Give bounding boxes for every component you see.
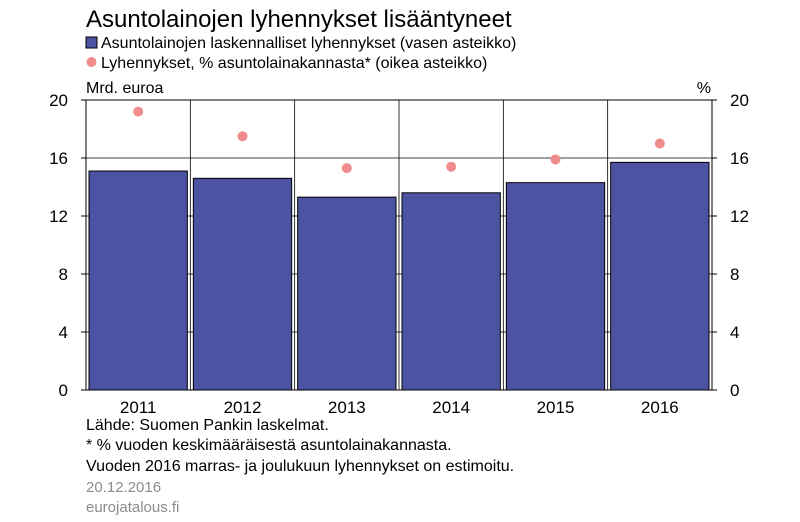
estimate-note: Vuoden 2016 marras- ja joulukuun lyhenny…: [86, 458, 514, 475]
right-tick-label: 16: [730, 149, 749, 168]
legend-bar-label: Asuntolainojen laskennalliset lyhennykse…: [101, 35, 516, 52]
legend-dot-swatch: [86, 57, 97, 67]
left-axis-ticks: 0 4 8 12 16 20: [49, 91, 86, 400]
bar-2015: [505, 182, 606, 391]
x-label-2015: 2015: [537, 398, 575, 417]
bar-2011: [88, 170, 188, 391]
left-tick-label: 4: [59, 323, 68, 342]
right-tick-label: 8: [730, 265, 739, 284]
x-label-2016: 2016: [641, 398, 679, 417]
dot-2016: [654, 138, 665, 149]
legend-dot-label: Lyhennykset, % asuntolainakannasta* (oik…: [101, 55, 487, 72]
bar-2016: [610, 161, 710, 391]
site-name: eurojatalous.fi: [86, 499, 179, 516]
grid: [86, 100, 712, 390]
right-axis-ticks: 0 4 8 12 16 20: [712, 91, 749, 400]
right-tick-label: 20: [730, 91, 749, 110]
right-tick-label: 0: [730, 381, 739, 400]
x-label-2014: 2014: [432, 398, 470, 417]
right-tick-label: 12: [730, 207, 749, 226]
x-label-2011: 2011: [120, 398, 157, 417]
chart-title: Asuntolainojen lyhennykset lisääntyneet: [86, 6, 512, 33]
left-axis-unit: Mrd. euroa: [86, 80, 163, 97]
x-label-2012: 2012: [224, 398, 262, 417]
left-tick-label: 20: [49, 91, 68, 110]
x-label-2013: 2013: [328, 398, 366, 417]
x-axis-labels: 2011 2012 2013 2014 2015 2016: [120, 398, 679, 417]
bar-2013: [297, 196, 397, 391]
right-tick-label: 4: [730, 323, 739, 342]
right-axis-unit: %: [697, 80, 711, 97]
bars: [88, 161, 710, 391]
dot-2014: [446, 161, 457, 172]
left-tick-label: 8: [59, 265, 68, 284]
bar-2012: [192, 177, 293, 391]
dot-2011: [133, 106, 144, 117]
source-note: Lähde: Suomen Pankin laskelmat.: [86, 417, 329, 434]
dots: [133, 106, 665, 174]
bar-2014: [401, 192, 501, 391]
footnote: * % vuoden keskimääräisestä asuntolainak…: [86, 437, 452, 454]
plot-frame: [85, 99, 713, 391]
dot-2015: [550, 154, 561, 165]
left-tick-label: 0: [59, 381, 68, 400]
dot-2012: [237, 131, 248, 142]
publish-date: 20.12.2016: [86, 479, 161, 496]
left-tick-label: 12: [49, 207, 68, 226]
left-tick-label: 16: [49, 149, 68, 168]
legend-bar-swatch: [85, 36, 98, 49]
dot-2013: [341, 163, 352, 174]
